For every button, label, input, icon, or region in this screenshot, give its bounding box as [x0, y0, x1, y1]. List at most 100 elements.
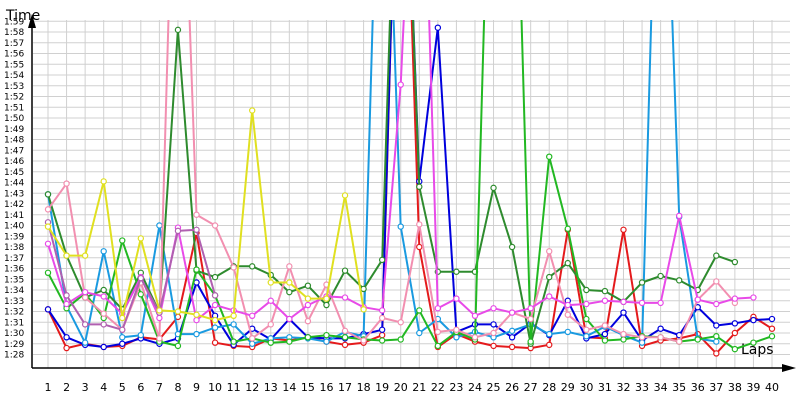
data-point — [119, 237, 126, 244]
x-tick-label: 18 — [357, 381, 371, 394]
series-9 — [44, 107, 367, 324]
data-point — [156, 314, 163, 322]
data-point — [304, 334, 312, 341]
data-point — [341, 192, 349, 199]
data-point — [341, 334, 349, 341]
y-tick-label: 1:40 — [4, 222, 24, 232]
data-point — [230, 321, 237, 328]
data-point — [731, 258, 739, 266]
data-point — [416, 329, 423, 337]
data-point — [397, 81, 404, 88]
series-8 — [44, 219, 219, 333]
data-point — [100, 310, 107, 317]
data-point — [211, 273, 219, 281]
data-point — [119, 340, 126, 347]
data-point — [100, 178, 107, 185]
x-tick-label: 8 — [174, 381, 181, 394]
data-point — [44, 240, 52, 247]
data-point — [601, 330, 609, 338]
data-point — [63, 252, 70, 259]
y-tick-label: 1:57 — [4, 39, 24, 49]
grid — [33, 20, 790, 368]
data-point — [137, 235, 145, 242]
data-point — [768, 325, 776, 332]
data-point — [100, 343, 107, 351]
series-line — [47, 222, 217, 331]
y-tick-label: 1:32 — [4, 308, 24, 318]
data-point — [267, 279, 274, 286]
data-point — [44, 223, 52, 230]
data-point — [211, 339, 219, 346]
data-point — [360, 337, 367, 344]
data-point — [211, 222, 219, 229]
data-point — [564, 328, 571, 336]
data-point — [508, 343, 516, 351]
axes: Time Laps — [5, 8, 796, 372]
data-point — [675, 338, 683, 345]
series-5 — [44, 20, 776, 353]
x-tick-label: 34 — [654, 381, 668, 394]
x-tick-label: 27 — [524, 381, 538, 394]
data-point — [193, 211, 200, 218]
data-point — [230, 338, 237, 345]
data-point — [620, 298, 627, 306]
x-tick-label: 14 — [282, 381, 296, 394]
data-point — [211, 324, 219, 331]
data-point — [453, 295, 460, 302]
data-point — [713, 300, 720, 308]
data-point — [211, 301, 219, 309]
data-point — [378, 337, 386, 344]
y-axis-arrow-icon — [28, 14, 36, 28]
x-tick-label: 28 — [542, 381, 556, 394]
data-point — [397, 336, 404, 343]
data-point — [249, 263, 256, 270]
data-point — [713, 350, 720, 357]
x-tick-label: 10 — [208, 381, 222, 394]
data-point — [453, 268, 460, 275]
data-point — [323, 331, 330, 339]
data-point — [583, 286, 590, 294]
data-point — [249, 312, 256, 319]
data-point — [341, 341, 349, 349]
data-point — [286, 288, 293, 296]
data-point — [434, 305, 442, 312]
data-point — [63, 180, 70, 187]
series-line — [47, 20, 736, 345]
data-point — [490, 305, 497, 312]
data-point — [620, 309, 627, 316]
x-tick-label: 38 — [728, 381, 742, 394]
data-point — [174, 342, 182, 350]
data-point — [490, 184, 497, 192]
data-point — [230, 264, 237, 271]
data-point — [249, 107, 256, 114]
data-point — [119, 314, 126, 322]
data-point — [156, 222, 163, 229]
data-point — [378, 307, 386, 314]
data-point — [137, 291, 145, 298]
data-point — [768, 315, 776, 323]
data-point — [156, 335, 163, 342]
data-point — [286, 279, 293, 286]
data-point — [100, 286, 107, 294]
y-tick-label: 1:29 — [4, 340, 24, 350]
data-point — [508, 327, 516, 335]
x-tick-label: 21 — [412, 381, 426, 394]
data-point — [341, 267, 349, 274]
data-point — [527, 315, 534, 323]
data-point — [378, 314, 386, 322]
data-point — [44, 191, 52, 198]
data-point — [546, 273, 553, 281]
data-point — [657, 325, 664, 332]
data-point — [81, 294, 89, 301]
y-tick-label: 1:35 — [4, 275, 24, 285]
x-tick-label: 11 — [227, 381, 241, 394]
y-tick-label: 1:45 — [4, 168, 24, 178]
y-tick-label: 1:37 — [4, 254, 24, 264]
data-point — [360, 285, 367, 293]
data-point — [657, 272, 664, 280]
x-tick-label: 29 — [561, 381, 575, 394]
data-point — [713, 333, 720, 340]
y-tick-label: 1:53 — [4, 82, 24, 92]
x-tick-label: 9 — [193, 381, 200, 394]
y-tick-label: 1:28 — [4, 351, 24, 361]
